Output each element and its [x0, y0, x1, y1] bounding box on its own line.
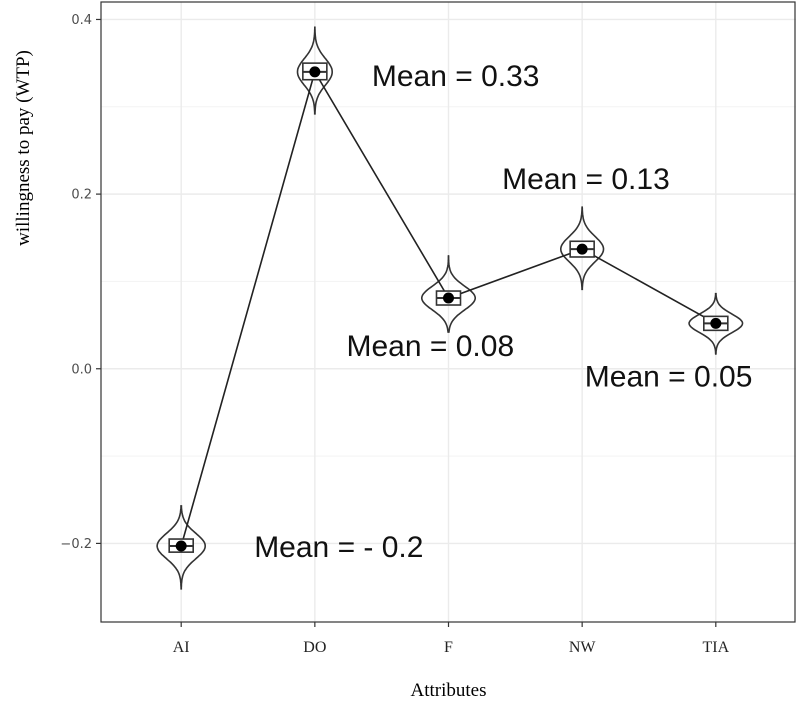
violin-ai	[156, 505, 207, 590]
mean-point-ai	[175, 540, 187, 552]
mean-point-tia	[710, 317, 722, 329]
violins	[156, 26, 744, 590]
x-tick-label-nw: NW	[569, 639, 597, 656]
mean-annotation-tia: Mean = 0.05	[585, 360, 753, 393]
x-tick-label-ai: AI	[173, 639, 190, 656]
mean-point-f	[443, 292, 454, 304]
y-tick-label: 0.0	[71, 362, 92, 377]
x-tick-label-f: F	[444, 639, 453, 656]
mean-annotation-f: Mean = 0.08	[347, 330, 515, 363]
mean-annotations: Mean = - 0.2 Mean = 0.33 Mean = 0.08 Mean =…	[254, 60, 752, 564]
x-axis-title: Attributes	[411, 680, 487, 701]
grid-lines	[101, 2, 796, 622]
mean-annotation-ai: Mean = - 0.2	[254, 531, 423, 564]
x-tick-label-tia: TIA	[702, 639, 729, 656]
x-tick-label-do: DO	[303, 639, 326, 656]
mean-point-do	[309, 66, 321, 78]
violin-tia	[688, 292, 744, 355]
violin-nw	[560, 206, 605, 291]
y-tick-label: 0.4	[71, 13, 92, 28]
y-axis-title: willingness to pay (WTP)	[13, 50, 34, 246]
y-tick-label: 0.2	[71, 188, 92, 203]
violin-do	[296, 26, 334, 115]
mean-annotation-do: Mean = 0.33	[372, 60, 540, 93]
mean-point-nw	[576, 243, 588, 255]
x-axis-ticks: AI DO F NW TIA	[173, 622, 730, 656]
mean-annotation-nw: Mean = 0.13	[502, 163, 670, 196]
y-tick-label: −0.2	[60, 537, 92, 552]
y-axis-ticks: −0.2 0.0 0.2 0.4	[60, 13, 101, 552]
violin-f	[421, 255, 476, 333]
mean-points	[175, 66, 722, 552]
